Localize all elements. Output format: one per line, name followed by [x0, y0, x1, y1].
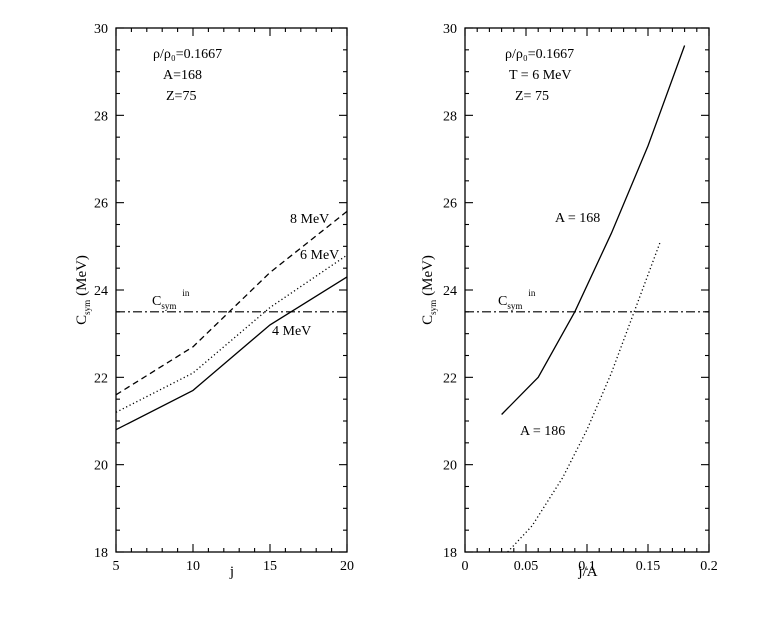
y-axis-label-sub: sym [82, 300, 92, 315]
series-lines [501, 45, 686, 553]
param-density: ρ/ρ₀=0.1667 [153, 47, 222, 62]
x-tick-label: 15 [263, 559, 277, 574]
y-tick-label: 18 [443, 546, 457, 561]
y-axis-label-unit: (MeV) [420, 255, 436, 296]
series-label-4mev: 4 MeV [272, 324, 311, 339]
y-tick-label: 30 [443, 22, 457, 37]
series-label-a168: A = 168 [555, 211, 600, 226]
series-line-6-mev [115, 254, 348, 413]
y-tick-label: 18 [94, 546, 108, 561]
x-tick-label: 0.1 [578, 559, 596, 574]
y-axis-label-unit: (MeV) [74, 255, 90, 296]
tick-labels: 5 10 15 20 18 20 22 24 26 28 30 [94, 22, 354, 574]
series-label-8mev: 8 MeV [290, 212, 329, 227]
series-label-a186: A = 186 [520, 424, 565, 439]
series-line-a-186 [507, 241, 661, 553]
reference-label-sub: sym [507, 301, 522, 311]
reference-label-main: C [152, 294, 161, 309]
param-mass-number: A=168 [163, 68, 202, 83]
x-axis-label: j/A [577, 564, 597, 580]
x-tick-label: 5 [113, 559, 120, 574]
y-axis-label-main: C [420, 315, 436, 325]
parameter-block: ρ/ρ₀=0.1667 T = 6 MeV Z= 75 [505, 47, 574, 104]
y-tick-label: 26 [94, 197, 108, 212]
parameter-block: ρ/ρ₀=0.1667 A=168 Z=75 [153, 47, 222, 104]
y-tick-label: 22 [94, 371, 108, 386]
x-tick-label: 0 [462, 559, 469, 574]
x-tick-label: 0.2 [700, 559, 718, 574]
reference-label: Csymin [152, 288, 190, 311]
tick-marks [464, 27, 710, 553]
reference-label-sup: in [528, 288, 536, 298]
y-tick-label: 20 [443, 459, 457, 474]
y-tick-label: 24 [443, 284, 457, 299]
y-tick-label: 30 [94, 22, 108, 37]
y-tick-label: 26 [443, 197, 457, 212]
reference-label-sub: sym [161, 301, 176, 311]
y-axis-label: Csym (MeV) [420, 255, 438, 325]
series-line-8-mev [115, 210, 348, 396]
x-tick-label: 0.05 [514, 559, 539, 574]
x-tick-label: 10 [186, 559, 200, 574]
y-axis-label-sub: sym [428, 300, 438, 315]
series-line-a-168 [501, 45, 686, 415]
series-label-6mev: 6 MeV [300, 248, 339, 263]
y-axis-label: Csym (MeV) [74, 255, 92, 325]
y-tick-label: 22 [443, 371, 457, 386]
y-axis-label-main: C [74, 315, 90, 325]
param-density: ρ/ρ₀=0.1667 [505, 47, 574, 62]
tick-labels: 0 0.05 0.1 0.15 0.2 18 20 22 24 26 28 30 [443, 22, 718, 574]
reference-label-main: C [498, 294, 507, 309]
plot-frame [464, 27, 710, 553]
series-lines [115, 210, 348, 431]
tick-marks [115, 27, 348, 553]
x-tick-label: 20 [340, 559, 354, 574]
reference-label: Csymin [498, 288, 536, 311]
x-tick-label: 0.15 [636, 559, 661, 574]
series-line-4-mev [115, 276, 348, 431]
y-tick-label: 24 [94, 284, 108, 299]
param-charge: Z=75 [166, 89, 196, 104]
param-charge: Z= 75 [515, 89, 549, 104]
plot-frame [115, 27, 348, 553]
chart-panel-right: 0 0.05 0.1 0.15 0.2 18 20 22 24 26 28 30 ρ/ρ₀=0.166… [420, 22, 718, 580]
chart-panel-left: 5 10 15 20 18 20 22 24 26 28 30 ρ/ρ₀=0.1667 A=168 … [74, 22, 354, 580]
y-tick-label: 28 [94, 109, 108, 124]
param-temperature: T = 6 MeV [509, 68, 571, 83]
x-axis-label: j [229, 564, 234, 580]
reference-label-sup: in [182, 288, 190, 298]
y-tick-label: 28 [443, 109, 457, 124]
y-tick-label: 20 [94, 459, 108, 474]
